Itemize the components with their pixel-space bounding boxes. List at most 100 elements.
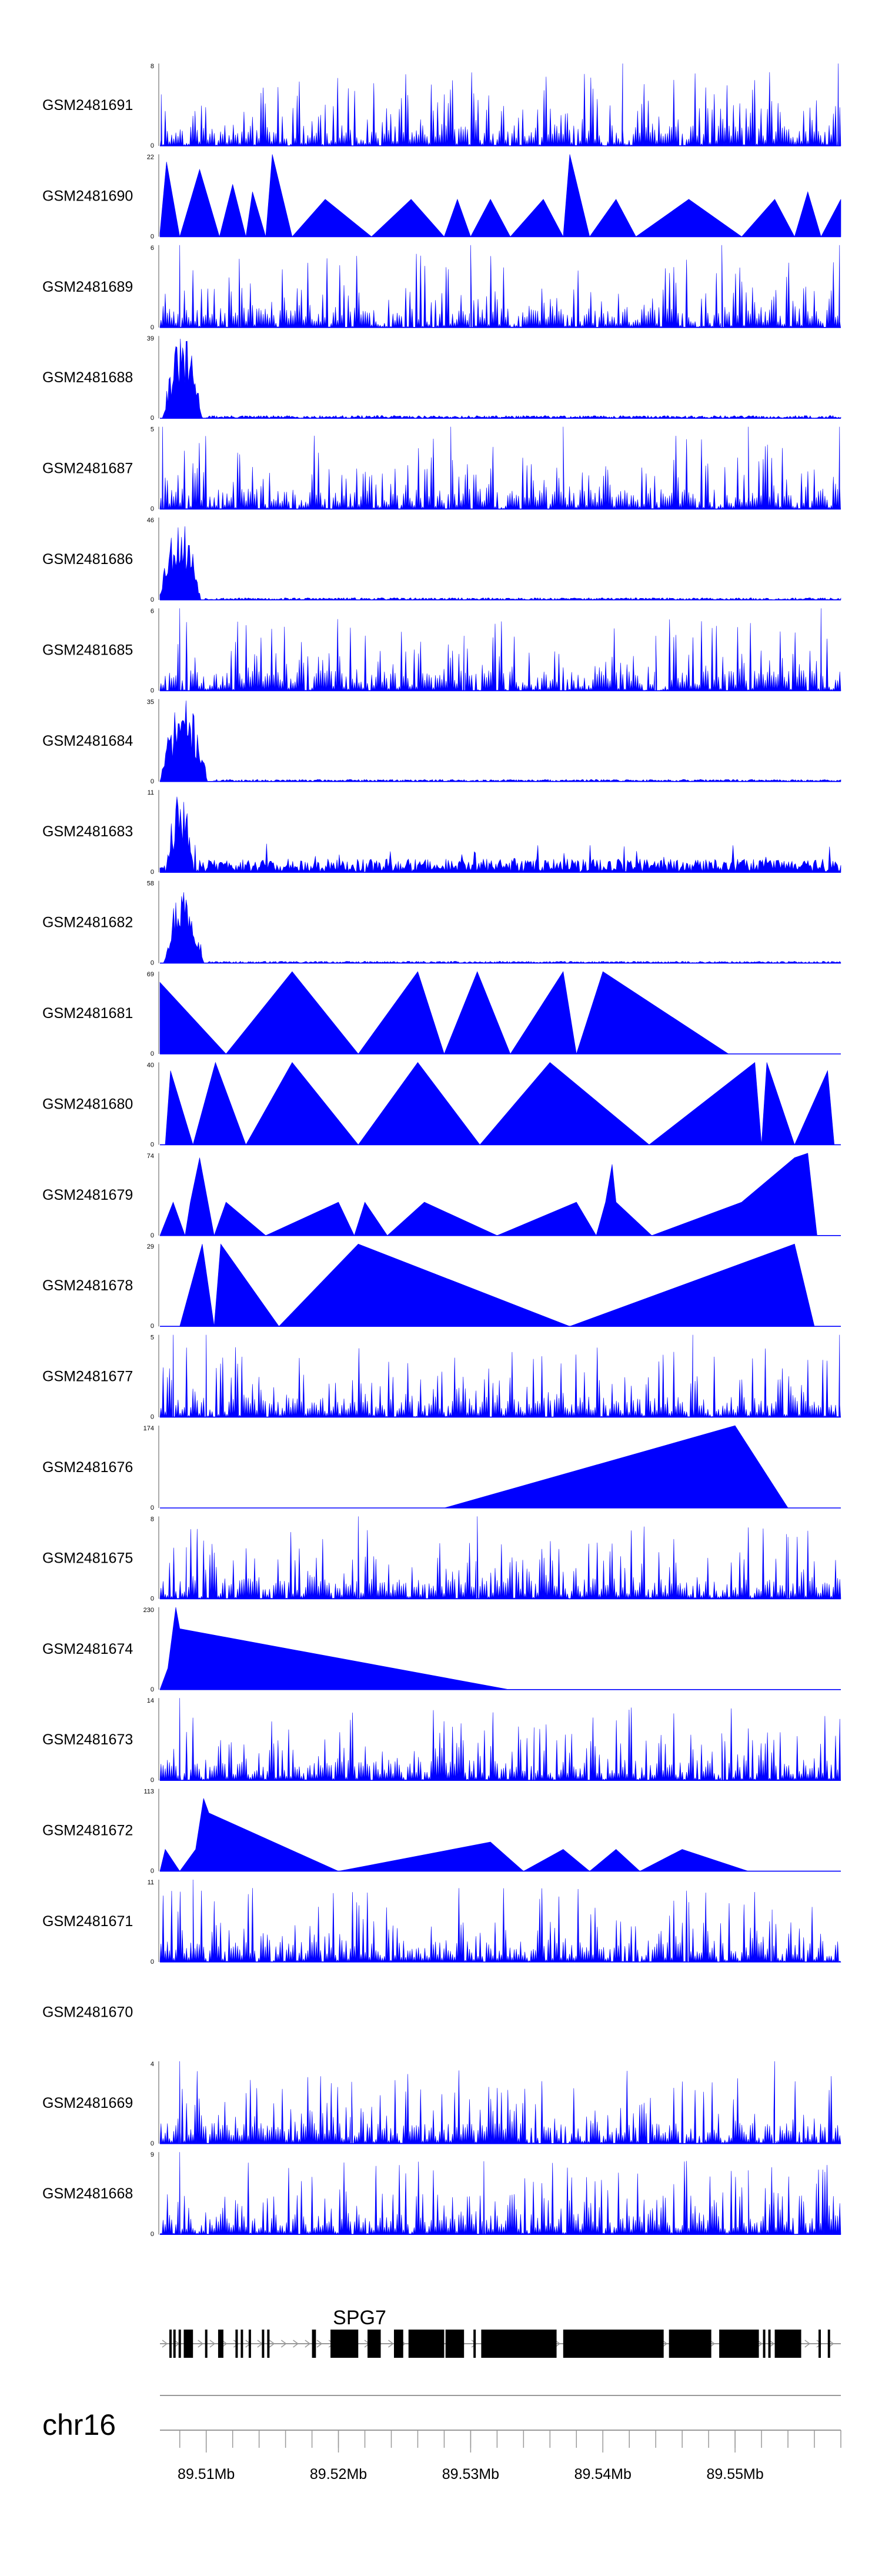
y-tick-min-label: 0 [151,596,154,603]
y-tick-min-label: 0 [151,233,154,240]
coverage-area [159,971,729,1055]
y-tick-max-label: 29 [147,1243,154,1250]
y-tick-max-label: 8 [151,1516,154,1523]
exon-thin [423,2330,426,2358]
x-tick-label: 89.52Mb [310,2466,367,2482]
track-label: GSM2481684 [42,733,133,749]
y-tick-min-label: 0 [151,1232,154,1239]
exon-thin [818,2330,821,2358]
track-GSM2481683: GSM2481683 11 0 [42,789,841,876]
y-tick-min-label: 0 [151,960,154,967]
strand-arrow [293,2340,299,2348]
y-tick-max-label: 22 [147,154,154,161]
exon-block [669,2330,711,2358]
y-tick-max-label: 11 [148,1879,154,1886]
exon-block [218,2330,223,2358]
y-tick-min-label: 0 [151,687,154,694]
exon-thin [173,2330,176,2358]
y-tick-max-label: 4 [151,2061,154,2068]
y-tick-min-label: 0 [151,1414,154,1421]
track-GSM2481689: GSM2481689 6 0 [42,245,841,331]
exon-block [408,2330,445,2358]
track-GSM2481685: GSM2481685 6 0 [42,608,841,694]
exon-thin [697,2330,700,2358]
y-tick-max-label: 46 [147,517,154,524]
strand-arrow [828,2340,834,2348]
coverage-area [160,338,841,419]
coverage-area [159,1334,841,1418]
y-tick-min-label: 0 [151,1868,154,1875]
x-tick-label: 89.55Mb [706,2466,763,2482]
track-GSM2481688: GSM2481688 39 0 [42,335,841,422]
coverage-area [159,154,841,238]
exon-block [183,2330,193,2358]
track-label: GSM2481677 [42,1369,133,1385]
y-tick-min-label: 0 [151,324,154,331]
exon-thin [763,2330,766,2358]
track-label: GSM2481680 [42,1096,133,1112]
genome-axis-track: chr16 89.51Mb 89.52Mb 89.53Mb 89.54Mb 89.55Mb [42,2395,841,2482]
coverage-area [159,2061,841,2144]
strand-arrow [471,2340,477,2348]
track-label: GSM2481674 [42,1641,133,1657]
y-tick-max-label: 9 [151,2151,154,2158]
coverage-area [159,700,841,782]
exon-thin [205,2330,208,2358]
track-label: GSM2481691 [42,97,133,114]
track-label: GSM2481671 [42,1913,133,1930]
exon-thin [336,2330,339,2358]
strand-arrow [816,2340,823,2348]
y-tick-min-label: 0 [151,1504,154,1511]
track-label: GSM2481687 [42,461,133,477]
coverage-area [159,1516,841,1600]
y-tick-min-label: 0 [151,142,154,149]
track-GSM2481684: GSM2481684 35 0 [42,699,841,785]
strand-arrow [269,2340,275,2348]
strand-arrow [316,2340,323,2348]
track-label: GSM2481676 [42,1459,133,1476]
track-GSM2481672: GSM2481672 113 0 [42,1788,841,1875]
y-tick-max-label: 113 [143,1788,154,1796]
exon-thin [731,2330,734,2358]
exon-thin [613,2330,616,2358]
coverage-area [159,245,841,328]
exon-thin [768,2330,771,2358]
exon-thin [736,2330,739,2358]
track-label: GSM2481679 [42,1187,133,1203]
exon-thin [262,2330,265,2358]
gene-model-track: SPG7 [160,2307,841,2358]
track-label: GSM2481673 [42,1731,133,1748]
track-GSM2481668: GSM2481668 9 0 [42,2151,841,2238]
coverage-area [159,608,841,692]
y-tick-max-label: 5 [151,1334,154,1342]
track-label: GSM2481682 [42,915,133,931]
y-tick-min-label: 0 [151,1141,154,1148]
coverage-area [159,526,841,600]
coverage-area [160,892,841,964]
exon-block [774,2330,801,2358]
x-tick-label: 89.51Mb [178,2466,235,2482]
track-GSM2481678: GSM2481678 29 0 [42,1243,841,1330]
exon-thin [827,2330,830,2358]
track-GSM2481686: GSM2481686 46 0 [42,517,841,603]
coverage-area [159,1798,749,1872]
y-tick-max-label: 39 [147,335,154,342]
track-GSM2481681: GSM2481681 69 0 [42,971,841,1057]
track-GSM2481671: GSM2481671 11 0 [42,1879,841,1966]
x-tick-label: 89.53Mb [442,2466,499,2482]
track-label: GSM2481670 [42,2004,133,2020]
track-GSM2481679: GSM2481679 74 0 [42,1153,841,1239]
y-tick-max-label: 6 [151,608,154,615]
track-label: GSM2481675 [42,1550,133,1566]
strand-arrow [233,2340,239,2348]
track-GSM2481670: GSM2481670 [42,2004,133,2020]
exon-block [330,2330,359,2358]
track-GSM2481677: GSM2481677 5 0 [42,1334,841,1421]
y-tick-min-label: 0 [151,1958,154,1966]
track-label: GSM2481686 [42,551,133,568]
y-tick-max-label: 69 [147,971,154,978]
track-GSM2481687: GSM2481687 5 0 [42,426,841,513]
y-tick-max-label: 230 [143,1607,154,1614]
coverage-area [159,2152,841,2235]
exon-thin [551,2330,554,2358]
